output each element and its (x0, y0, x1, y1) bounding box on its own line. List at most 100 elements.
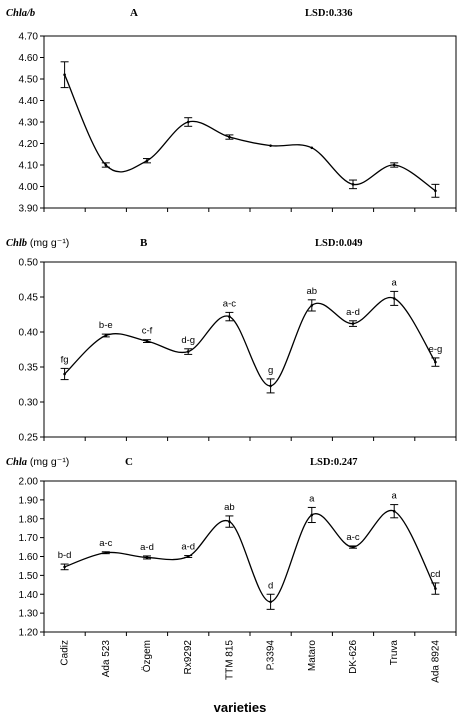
data-point (310, 513, 314, 517)
data-point (392, 163, 396, 167)
data-point (228, 315, 231, 318)
significance-letter: a-d (181, 542, 195, 553)
data-point (145, 339, 149, 343)
chart-panel-a: 4.70 4.60 4.50 4.40 4.30 4.20 4.10 4.00 3.90 Chla… (6, 7, 457, 215)
data-point (269, 144, 272, 147)
lsd-label: LSD:0.049 (315, 238, 363, 249)
x-axis-title: varieties (214, 700, 267, 715)
x-tick-label: Truva (389, 640, 400, 666)
data-point (104, 163, 108, 167)
y-tick-label: 4.30 (19, 118, 39, 129)
data-point (434, 360, 437, 364)
y-tick-label: 4.20 (19, 139, 39, 150)
significance-letter: a (392, 491, 398, 502)
y-tick-label: 4.40 (19, 96, 39, 107)
significance-letter: e-g (429, 344, 443, 355)
y-tick-label: 4.10 (19, 161, 39, 172)
x-tick-label: Ada 8924 (430, 640, 441, 683)
y-tick-label: 2.00 (19, 477, 39, 488)
x-tick-label: DK-626 (348, 640, 359, 674)
significance-letter: ab (307, 286, 318, 297)
data-point (269, 384, 272, 388)
series-line (64, 509, 436, 603)
y-tick-label: 1.60 (19, 552, 39, 563)
x-tick-label: P.3394 (266, 640, 277, 671)
panel-label: C (125, 456, 133, 468)
significance-letter: cd (430, 569, 440, 580)
panel-label: B (140, 237, 148, 249)
y-tick-label: 0.25 (19, 433, 39, 444)
panel-label: A (130, 7, 138, 19)
series-line (64, 296, 436, 387)
plot-frame (43, 480, 457, 633)
data-point (351, 322, 355, 325)
data-point (63, 73, 66, 76)
x-tick-label: Ada 523 (101, 640, 112, 678)
y-tick-label: 0.50 (19, 258, 39, 269)
y-tick-label: 1.30 (19, 609, 39, 620)
data-point (186, 120, 190, 124)
chart-panel-c: 2.00 1.90 1.80 1.70 1.60 1.50 1.40 1.30 1.20 Chla… (6, 456, 457, 715)
significance-letter: a-c (99, 538, 112, 549)
y-axis-title-unit: (mg g⁻¹) (27, 456, 69, 468)
significance-letter: d (268, 580, 273, 591)
y-tick-label: 0.35 (19, 363, 39, 374)
x-tick-label: TTM 815 (224, 640, 235, 680)
significance-letter: c-f (142, 326, 153, 337)
y-tick-label: 0.30 (19, 398, 39, 409)
significance-letter: g (268, 365, 273, 376)
significance-letter: a-c (223, 298, 236, 309)
significance-letter: ab (224, 502, 235, 513)
significance-letter: a-d (140, 542, 154, 553)
chart-panel-b: 0.50 0.45 0.40 0.35 0.30 0.25 Chlb (mg g⁻¹) B LS… (6, 237, 457, 444)
data-point (228, 135, 231, 139)
data-point (228, 520, 231, 523)
x-tick-label: Özgem (141, 640, 153, 672)
significance-letter: a-d (346, 307, 360, 318)
data-point (392, 509, 396, 513)
data-point (434, 189, 437, 193)
y-axis-title-name: Chla (6, 457, 27, 468)
data-point (310, 146, 314, 150)
y-axis-title-name: Chla/b (6, 8, 35, 19)
significance-letter: d-g (181, 335, 195, 346)
y-tick-label: 0.45 (19, 293, 39, 304)
lsd-label: LSD:0.247 (310, 457, 358, 468)
y-tick-label: 1.40 (19, 590, 39, 601)
y-axis-title: Chla/b (6, 8, 35, 19)
significance-letter: a (392, 277, 398, 288)
y-axis-title-name: Chlb (6, 238, 27, 249)
y-axis-title: Chlb (mg g⁻¹) (6, 237, 69, 249)
y-tick-label: 1.20 (19, 628, 39, 639)
y-tick-label: 4.60 (19, 53, 39, 64)
y-tick-label: 3.90 (19, 204, 39, 215)
y-tick-label: 1.90 (19, 495, 39, 506)
significance-letter: fg (61, 354, 69, 365)
significance-letter: a (309, 493, 315, 504)
data-point (104, 551, 108, 555)
data-point (351, 183, 355, 186)
y-tick-label: 4.70 (19, 32, 39, 43)
data-point (63, 565, 66, 569)
data-point (434, 587, 437, 590)
y-axis-title: Chla (mg g⁻¹) (6, 456, 69, 468)
x-tick-label: Mataro (307, 640, 318, 672)
x-tick-label: Rx9292 (183, 640, 194, 675)
significance-letter: a-c (346, 532, 359, 543)
series-line (64, 74, 436, 192)
data-point (269, 600, 272, 604)
y-tick-label: 1.70 (19, 533, 39, 544)
y-tick-label: 1.50 (19, 571, 39, 582)
data-point (104, 334, 108, 337)
data-point (186, 555, 190, 558)
plot-frame (43, 35, 457, 209)
data-point (145, 159, 149, 162)
data-point (145, 556, 149, 559)
data-point (186, 350, 190, 353)
data-point (351, 545, 355, 549)
y-tick-label: 1.80 (19, 514, 39, 525)
x-tick-label: Cadiz (60, 640, 71, 666)
y-tick-label: 0.40 (19, 328, 39, 339)
data-point (63, 372, 66, 376)
